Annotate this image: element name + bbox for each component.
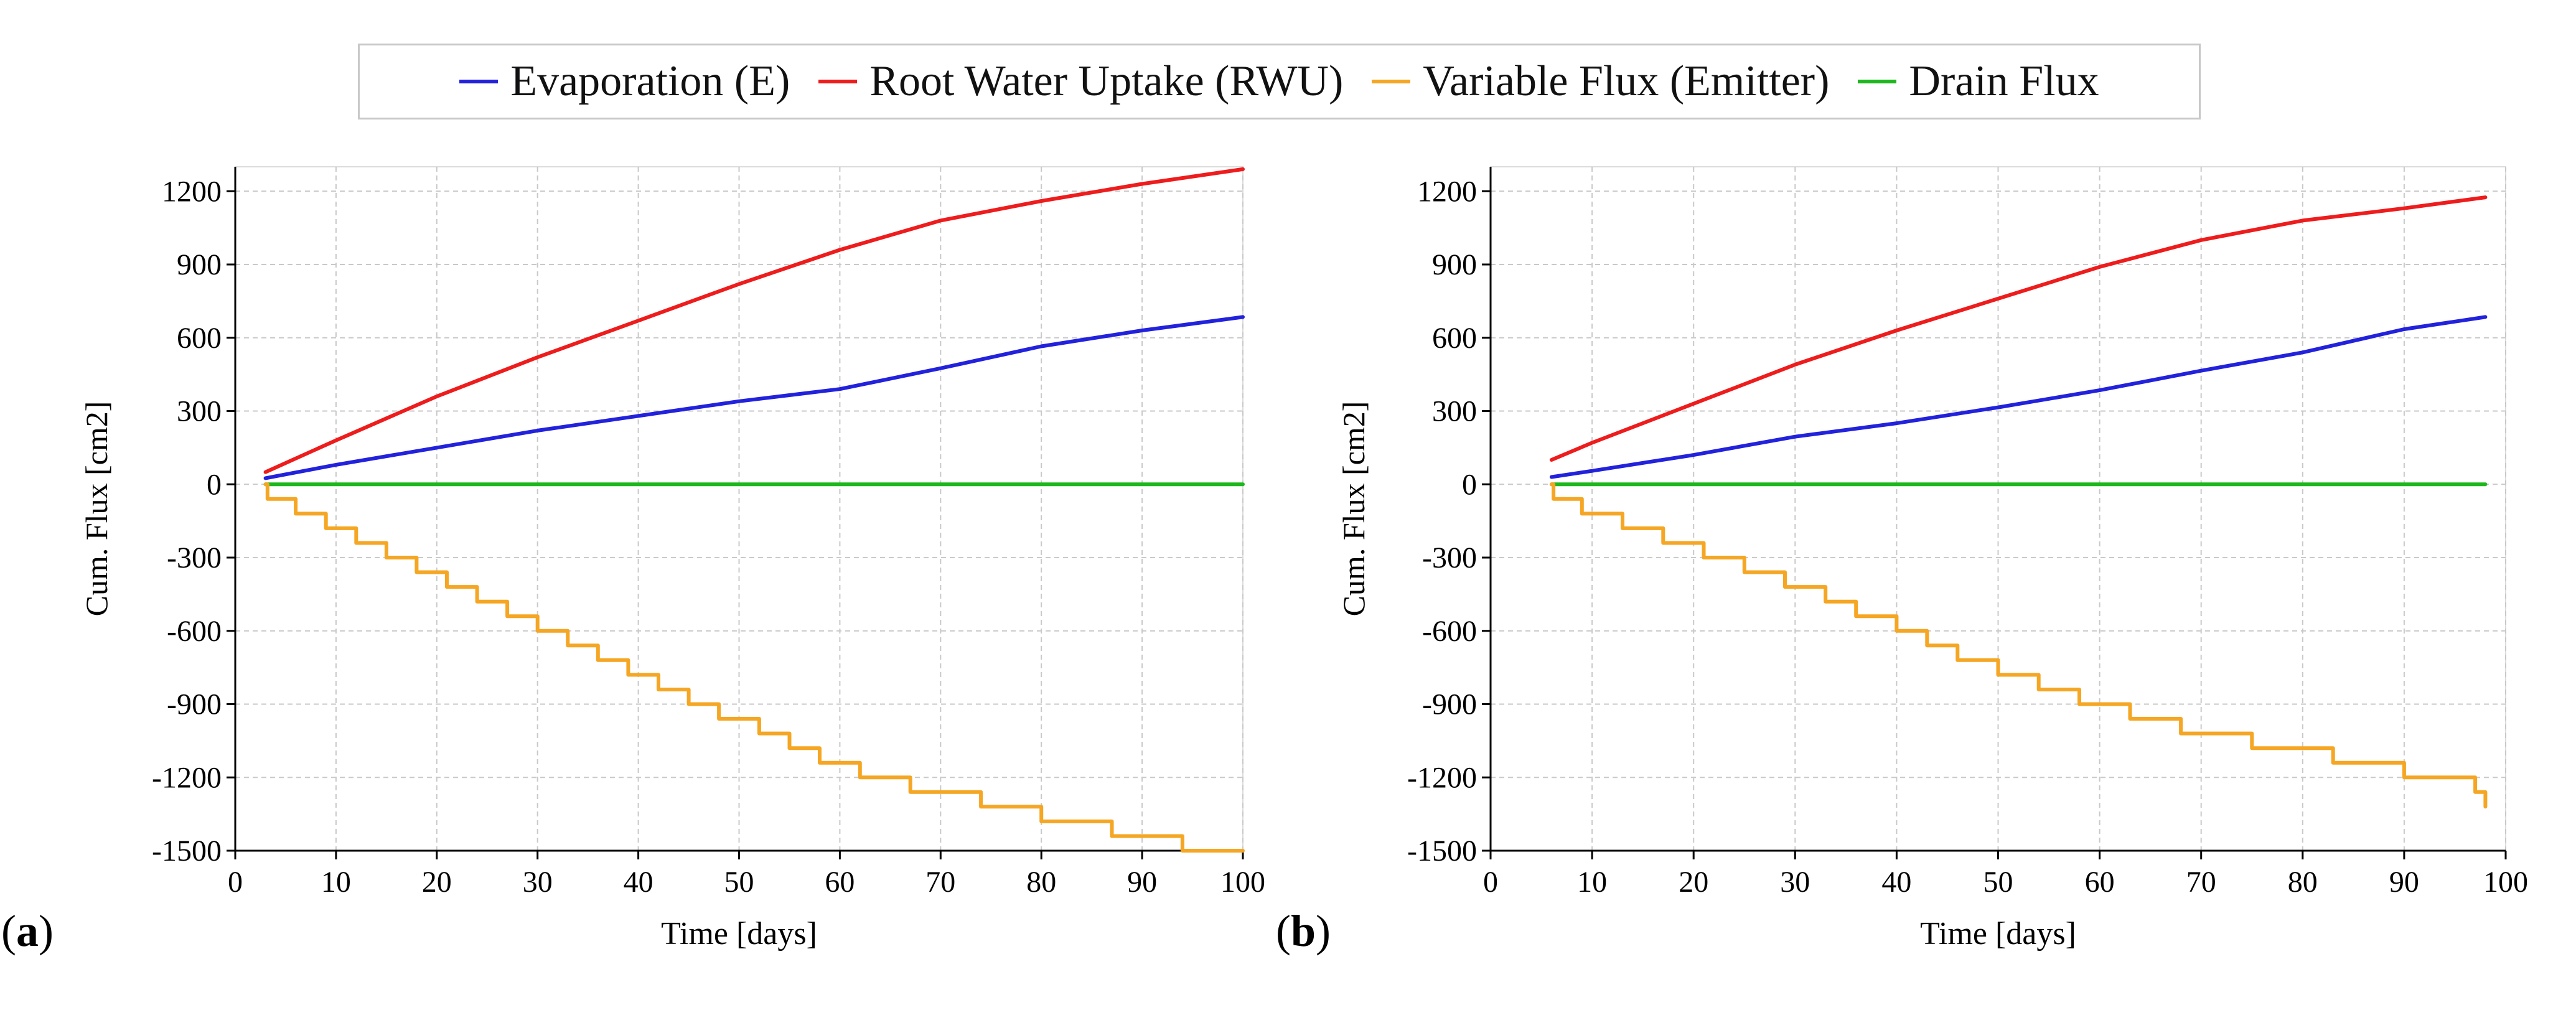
- x-tick-label: 80: [1026, 866, 1056, 899]
- legend-label-evaporation: Evaporation (E): [510, 57, 790, 105]
- series-line-evaporation-e: [263, 315, 1245, 480]
- x-tick-label: 60: [2085, 866, 2115, 899]
- x-tick-label: 90: [1127, 866, 1157, 899]
- legend-swatch-drain-flux: [1858, 80, 1897, 83]
- panel-label-a: (a): [1, 906, 54, 956]
- y-tick-label: -600: [1422, 615, 1477, 648]
- legend-label-variable-flux: Variable Flux (Emitter): [1423, 57, 1830, 105]
- y-tick-label: -300: [1422, 541, 1477, 574]
- x-tick-label: 50: [724, 866, 754, 899]
- y-tick-label: -900: [1422, 688, 1477, 721]
- x-tick-label: 40: [1881, 866, 1911, 899]
- legend-item-rwu: Root Water Uptake (RWU): [818, 57, 1343, 106]
- y-tick-label: -300: [167, 541, 222, 574]
- x-tick-label: 20: [422, 866, 452, 899]
- x-tick-label: 10: [1577, 866, 1607, 899]
- x-axis-label: Time [days]: [1920, 916, 2076, 952]
- y-tick-label: 600: [177, 322, 222, 355]
- x-tick-label: 30: [523, 866, 553, 899]
- y-tick-label: 300: [177, 395, 222, 428]
- y-tick-label: 600: [1432, 322, 1477, 355]
- legend-item-drain-flux: Drain Flux: [1858, 57, 2099, 106]
- y-tick-label: 300: [1432, 395, 1477, 428]
- series-line-root-water-uptake-rwu: [1549, 195, 2488, 462]
- x-tick-label: 40: [624, 866, 653, 899]
- x-tick-label: 30: [1780, 866, 1810, 899]
- y-axis-label: Cum. Flux [cm2]: [1336, 401, 1371, 617]
- x-tick-label: 80: [2288, 866, 2318, 899]
- y-tick-label: 900: [177, 248, 222, 281]
- series-line-evaporation-e: [1549, 315, 2488, 479]
- chart-panel-b: 0 10 20 30 40 50 60 70 80 90 100 -1500 -1200 -900 -600…: [1336, 166, 2528, 952]
- x-axis-label: Time [days]: [661, 916, 817, 952]
- series-line-root-water-uptake-rwu: [263, 167, 1245, 474]
- y-tick-label: 900: [1432, 248, 1477, 281]
- y-tick-label: -600: [167, 615, 222, 648]
- legend-label-drain-flux: Drain Flux: [1909, 57, 2099, 105]
- x-tick-label: 90: [2389, 866, 2419, 899]
- series-line-variable-flux-emitter: [1549, 482, 2488, 809]
- x-tick-label: 10: [321, 866, 351, 899]
- y-tick-label: -1500: [152, 835, 222, 867]
- x-tick-label: 70: [925, 866, 955, 899]
- legend-label-rwu: Root Water Uptake (RWU): [869, 57, 1344, 105]
- y-tick-label: -1200: [152, 761, 222, 794]
- legend-item-variable-flux: Variable Flux (Emitter): [1372, 57, 1829, 106]
- y-tick-label: -1200: [1407, 761, 1477, 794]
- chart-panel-a: 0 10 20 30 40 50 60 70 80 90 100 -1500 -1200 -900 -600…: [79, 166, 1265, 952]
- x-tick-label: 0: [1483, 866, 1498, 899]
- x-tick-label: 100: [1220, 866, 1265, 899]
- x-tick-label: 70: [2186, 866, 2216, 899]
- panel-label-b: (b): [1276, 906, 1331, 956]
- series-line-variable-flux-emitter: [263, 482, 1245, 853]
- legend-item-evaporation: Evaporation (E): [459, 57, 790, 106]
- y-tick-label: 0: [207, 468, 222, 501]
- legend-swatch-evaporation: [459, 80, 499, 83]
- y-tick-label: 1200: [162, 175, 222, 208]
- x-tick-label: 20: [1679, 866, 1708, 899]
- y-tick-label: -1500: [1407, 835, 1477, 867]
- y-tick-label: 0: [1462, 468, 1477, 501]
- y-tick-label: -900: [167, 688, 222, 721]
- legend-swatch-variable-flux: [1372, 80, 1411, 83]
- x-tick-label: 100: [2483, 866, 2528, 899]
- legend-swatch-rwu: [818, 80, 858, 83]
- x-tick-label: 50: [1984, 866, 2013, 899]
- x-tick-label: 0: [228, 866, 243, 899]
- x-tick-label: 60: [825, 866, 855, 899]
- chart-legend: Evaporation (E) Root Water Uptake (RWU) …: [358, 44, 2201, 119]
- y-axis-label: Cum. Flux [cm2]: [79, 401, 114, 617]
- y-tick-label: 1200: [1417, 175, 1477, 208]
